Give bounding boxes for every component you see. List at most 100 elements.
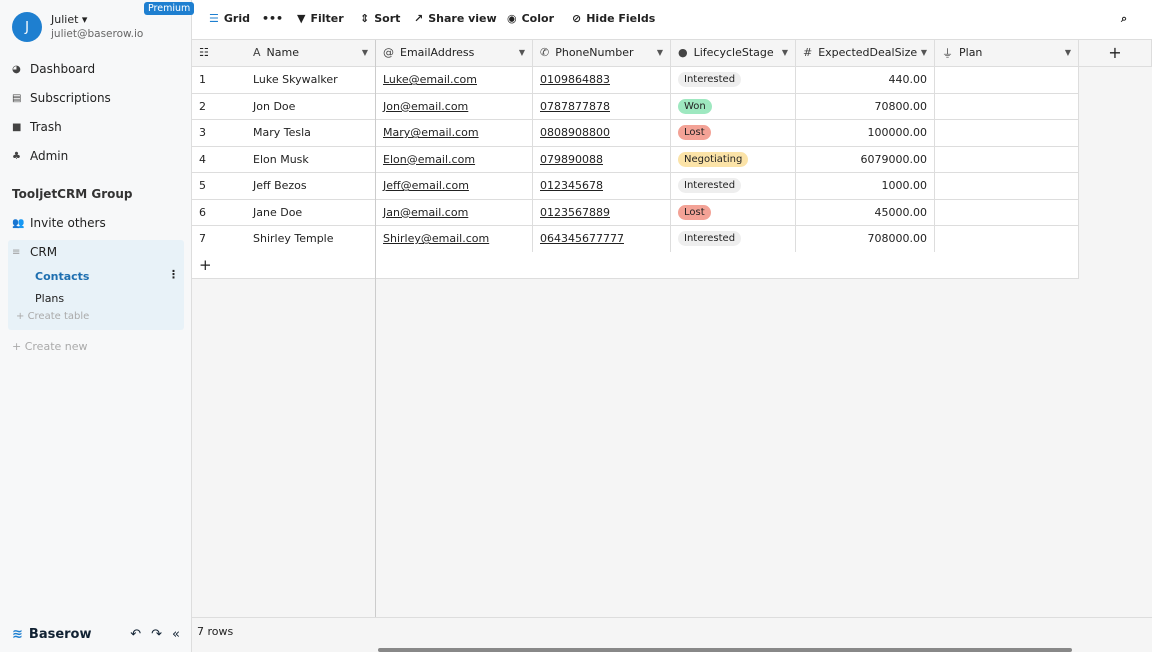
avatar[interactable]: J [12,12,42,42]
cell-lifecycle-stage[interactable]: Interested [671,67,796,94]
column-header-emailaddress[interactable]: @ EmailAddress ▼ [376,40,533,67]
column-header-plan[interactable]: ⏚ Plan ▼ [935,40,1079,67]
cell-name[interactable]: Jeff Bezos [246,173,376,200]
cell-plan[interactable] [935,93,1079,120]
add-row-button[interactable]: + [192,252,1079,279]
cell-lifecycle-stage[interactable]: Won [671,93,796,120]
cell-email[interactable]: Luke@email.com [376,67,533,94]
phone-link[interactable]: 0123567889 [540,205,610,219]
cell-phone[interactable]: 064345677777 [533,226,671,253]
phone-link[interactable]: 079890088 [540,152,603,166]
email-link[interactable]: Mary@email.com [383,126,479,140]
nav-subscriptions[interactable]: ▤ Subscriptions [12,91,111,105]
view-options-icon[interactable]: ••• [262,12,284,25]
undo-icon[interactable]: ↶ [130,626,142,642]
create-table-button[interactable]: + Create table [16,311,90,322]
invite-others[interactable]: 👥 Invite others [12,216,106,230]
add-field-button[interactable]: + [1079,40,1152,67]
cell-phone[interactable]: 0787877878 [533,93,671,120]
row-number: 3 [192,120,246,147]
nav-trash[interactable]: ■ Trash [12,120,62,134]
cell-expected-deal-size[interactable]: 70800.00 [796,93,935,120]
cell-phone[interactable]: 0808908800 [533,120,671,147]
cell-phone[interactable]: 079890088 [533,146,671,173]
table-contacts[interactable]: Contacts [35,270,90,283]
cell-plan[interactable] [935,199,1079,226]
cell-plan[interactable] [935,67,1079,94]
cell-lifecycle-stage[interactable]: Lost [671,199,796,226]
email-link[interactable]: Elon@email.com [383,152,476,166]
cell-plan[interactable] [935,173,1079,200]
share-view-button[interactable]: ↗ Share view [414,12,497,25]
sort-button[interactable]: ⇕ Sort [360,12,400,25]
cell-phone[interactable]: 0123567889 [533,199,671,226]
cell-name[interactable]: Jon Doe [246,93,376,120]
cell-email[interactable]: Mary@email.com [376,120,533,147]
column-dropdown-icon[interactable]: ▼ [920,48,927,58]
nav-admin[interactable]: ♣ Admin [12,149,68,163]
cell-expected-deal-size[interactable]: 1000.00 [796,173,935,200]
search-icon[interactable]: ⌕ [1121,12,1128,25]
email-link[interactable]: Jeff@email.com [383,179,469,193]
color-button[interactable]: ◉ Color [507,12,554,25]
horizontal-scrollbar[interactable] [378,648,1072,652]
table-options-icon[interactable]: ⋮ [168,268,179,281]
view-selector[interactable]: ☰ Grid [209,12,250,25]
column-dropdown-icon[interactable]: ▼ [656,48,663,58]
nav-dashboard[interactable]: ◕ Dashboard [12,62,95,76]
cell-plan[interactable] [935,120,1079,147]
redo-icon[interactable]: ↷ [151,626,163,642]
cell-email[interactable]: Jan@email.com [376,199,533,226]
cell-email[interactable]: Jon@email.com [376,93,533,120]
phone-link[interactable]: 0808908800 [540,126,610,140]
cell-plan[interactable] [935,146,1079,173]
cell-expected-deal-size[interactable]: 100000.00 [796,120,935,147]
cell-name[interactable]: Mary Tesla [246,120,376,147]
database-label: CRM [30,245,58,259]
cell-lifecycle-stage[interactable]: Interested [671,173,796,200]
cell-email[interactable]: Shirley@email.com [376,226,533,253]
cell-expected-deal-size[interactable]: 440.00 [796,67,935,94]
column-header-expecteddealsize[interactable]: # ExpectedDealSize ▼ [796,40,935,67]
column-header-name[interactable]: A Name ▼ [246,40,376,67]
row-number: 5 [192,173,246,200]
phone-link[interactable]: 0787877878 [540,99,610,113]
cell-email[interactable]: Elon@email.com [376,146,533,173]
email-link[interactable]: Shirley@email.com [383,232,490,246]
cell-lifecycle-stage[interactable]: Negotiating [671,146,796,173]
phone-link[interactable]: 064345677777 [540,232,624,246]
cell-lifecycle-stage[interactable]: Lost [671,120,796,147]
column-dropdown-icon[interactable]: ▼ [781,48,788,58]
hide-fields-button[interactable]: ⊘ Hide Fields [572,12,655,25]
cell-name[interactable]: Elon Musk [246,146,376,173]
cell-email[interactable]: Jeff@email.com [376,173,533,200]
phone-link[interactable]: 012345678 [540,179,603,193]
cell-expected-deal-size[interactable]: 45000.00 [796,199,935,226]
user-menu[interactable]: Juliet ▾ [51,13,87,26]
email-link[interactable]: Luke@email.com [383,73,477,87]
cell-expected-deal-size[interactable]: 6079000.00 [796,146,935,173]
column-dropdown-icon[interactable]: ▼ [518,48,525,58]
share-icon: ↗ [414,12,424,25]
column-header-lifecyclestage[interactable]: ● LifecycleStage ▼ [671,40,796,67]
table-plans[interactable]: Plans [35,292,65,305]
filter-icon: ▼ [297,12,306,25]
cell-expected-deal-size[interactable]: 708000.00 [796,226,935,253]
cell-phone[interactable]: 0109864883 [533,67,671,94]
create-new-button[interactable]: + Create new [12,340,88,353]
email-link[interactable]: Jan@email.com [383,205,469,219]
column-dropdown-icon[interactable]: ▼ [1064,48,1071,58]
cell-name[interactable]: Shirley Temple [246,226,376,253]
filter-button[interactable]: ▼ Filter [297,12,344,25]
phone-link[interactable]: 0109864883 [540,73,610,87]
collapse-sidebar-icon[interactable]: « [172,626,180,642]
cell-phone[interactable]: 012345678 [533,173,671,200]
cell-name[interactable]: Luke Skywalker [246,67,376,94]
database-item-crm[interactable]: ≡ CRM [12,245,57,259]
cell-name[interactable]: Jane Doe [246,199,376,226]
cell-lifecycle-stage[interactable]: Interested [671,226,796,253]
cell-plan[interactable] [935,226,1079,253]
column-header-phonenumber[interactable]: ✆ PhoneNumber ▼ [533,40,671,67]
column-dropdown-icon[interactable]: ▼ [361,48,368,58]
email-link[interactable]: Jon@email.com [383,99,469,113]
